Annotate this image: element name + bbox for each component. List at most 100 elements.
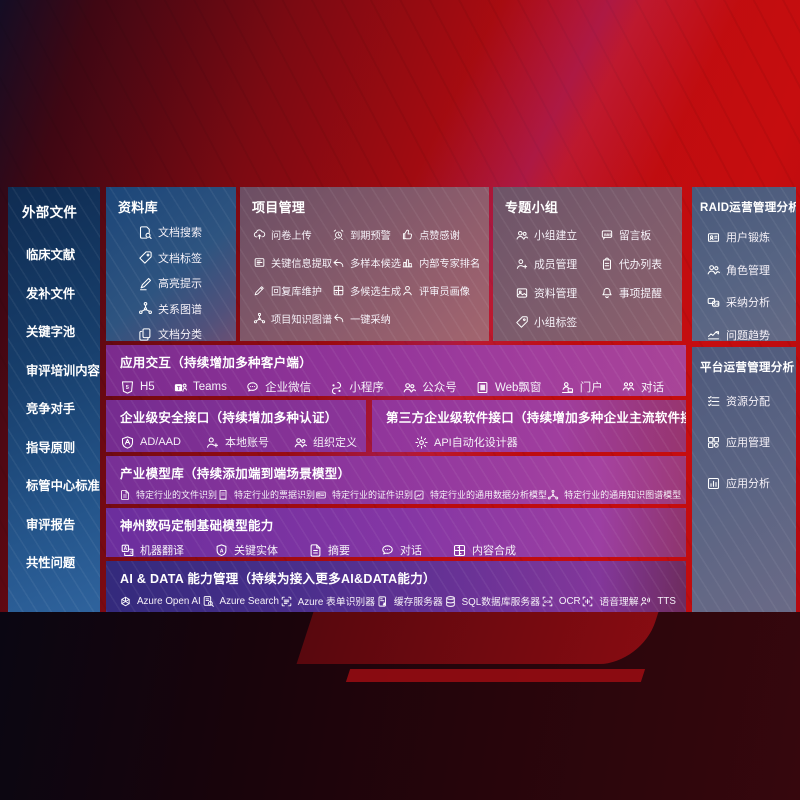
feature-item-label: 关系图谱 — [158, 303, 202, 316]
feature-item: 一键采纳 — [332, 311, 401, 326]
feature-item: 到期预警 — [332, 227, 401, 242]
feature-item-label: Azure 表单识别器 — [297, 597, 376, 608]
project-management-list: 问卷上传 到期预警 点赞感谢关键信息提取 多样本候选 内部专家排名回复库维护 多候选生成 评… — [240, 218, 489, 326]
feature-item-label: 多样本候选 — [350, 259, 402, 270]
feature-item-label: 代办列表 — [618, 259, 662, 271]
feature-item-label: OCR — [558, 595, 581, 607]
clipboard-icon — [600, 257, 614, 271]
feature-item: 资料管理 — [515, 285, 577, 301]
people-icon — [402, 380, 417, 395]
h5-icon: 5 — [120, 380, 135, 395]
sidebar-item-label: 关键字池 — [26, 325, 76, 339]
feature-item-label: 采纳分析 — [726, 297, 770, 309]
feature-item: 竞争对手 — [26, 399, 100, 417]
shield-ad-icon — [120, 435, 135, 450]
feature-item: 审评培训内容 — [26, 361, 100, 379]
feature-item: 问卷上传 — [253, 227, 332, 242]
feature-item: 问题趋势 — [706, 327, 796, 341]
feature-item: 特定行业的通用数据分析模型 — [413, 488, 547, 501]
feature-item: 多样本候选 — [332, 255, 401, 270]
bell-icon — [600, 286, 614, 300]
feature-item-label: 组织定义 — [312, 437, 357, 449]
feature-item: 资源分配 — [706, 393, 796, 409]
tag-icon — [138, 250, 153, 265]
feature-item: 文档标签 — [138, 250, 236, 266]
feature-item: 摘要 — [308, 542, 350, 557]
feature-item-label: 留言板 — [618, 230, 652, 242]
feature-item: 指导原则 — [26, 438, 100, 456]
feature-item: 文档分类 — [138, 326, 236, 341]
feature-item-label: 资源分配 — [726, 396, 770, 408]
feature-item: T Teams — [173, 380, 227, 395]
platform-analysis-title: 平台运营管理分析 — [700, 362, 795, 374]
industry-models-title: 产业模型库（持续添加端到端场景模型） — [120, 467, 351, 481]
data-chart-icon — [413, 489, 425, 501]
feature-item: 点赞感谢 — [401, 227, 480, 242]
feature-item-label: Teams — [192, 381, 227, 393]
chat-bubble-icon — [245, 380, 260, 395]
feature-item: 用户锻炼 — [706, 229, 796, 245]
feature-item-label: 对话 — [641, 382, 664, 394]
doc-lines-icon — [308, 543, 323, 558]
feature-item-label: 应用管理 — [726, 437, 770, 449]
feature-item: 审评报告 — [26, 515, 100, 533]
portal-person-icon — [560, 380, 575, 395]
feature-item-label: 到期预警 — [350, 231, 391, 242]
feature-item-label: 一键采纳 — [350, 315, 391, 326]
svg-text:A: A — [220, 548, 224, 554]
topic-groups-panel: 专题小组 小组建立 BBS 留言板 成员管理 代办列表 资料管理 事项提醒 小组标签 — [493, 187, 682, 341]
feature-item-label: 语音理解 — [599, 597, 639, 608]
feature-item: BBS 留言板 — [600, 227, 662, 243]
feature-item-label: 特定行业的证件识别 — [332, 490, 414, 500]
feature-item: 多候选生成 — [332, 283, 401, 298]
person-icon — [401, 284, 414, 297]
pen-icon — [253, 284, 266, 297]
industry-models-row: 产业模型库（持续添加端到端场景模型） 特定行业的文件识别 特定行业的票据识别 特定行… — [106, 456, 686, 504]
feature-item: 特定行业的证件识别 — [315, 488, 413, 501]
feature-item: 企业微信 — [245, 379, 311, 395]
feature-item-label: H5 — [140, 381, 155, 393]
chart-app-icon — [706, 476, 721, 491]
feature-item: 对话 — [380, 542, 422, 557]
feature-item-label: 应用分析 — [726, 478, 770, 490]
checklist-icon — [706, 394, 721, 409]
feature-item-label: 公众号 — [422, 382, 457, 394]
feature-item: API自动化设计器 — [414, 434, 518, 450]
sidebar-item-label: 发补文件 — [26, 286, 76, 301]
feature-item-label: 角色管理 — [726, 264, 770, 277]
feature-item: 临床文献 — [26, 245, 100, 263]
app-interaction-title: 应用交互（持续增加多种客户端） — [120, 356, 313, 370]
feature-item-label: 用户锻炼 — [726, 232, 770, 244]
feature-item: Azure 表单识别器 — [280, 594, 375, 608]
gear-api-icon — [414, 435, 429, 450]
feature-item: 内容合成 — [452, 542, 516, 557]
feature-item: 小程序 — [329, 379, 384, 395]
feature-item: 评审员画像 — [401, 283, 480, 298]
feature-item-label: 特定行业的票据识别 — [234, 490, 316, 500]
thumbs-up-icon — [401, 228, 414, 241]
rank-icon — [401, 256, 414, 269]
feature-item: 关键字池 — [26, 322, 100, 340]
id-card-icon — [315, 489, 327, 501]
repository-title: 资料库 — [118, 200, 158, 215]
external-files-list: 临床文献 发补文件 关键字池 审评培训内容 竞争对手 指导原则 标管中心标准 审评报告 共性问题 — [8, 225, 100, 571]
feature-item-label: 回复库维护 — [271, 287, 322, 298]
svg-text:T: T — [177, 385, 181, 391]
feature-item-label: 文档标签 — [158, 252, 202, 265]
ai-data-capability-list: Azure Open AI Azure Search Azure 表单识别器 缓存服务… — [106, 587, 686, 608]
cloud-upload-icon — [253, 228, 266, 241]
feature-item: 内部专家排名 — [401, 255, 480, 270]
feature-item-label: 缓存服务器 — [393, 597, 443, 608]
feature-item: 高亮提示 — [138, 275, 236, 291]
feature-item-label: 摘要 — [328, 545, 350, 557]
feature-item-label: 关键信息提取 — [271, 259, 333, 270]
puzzle-icon — [332, 284, 345, 297]
feature-item-label: Azure Search — [219, 595, 279, 607]
arrow-adopt-icon — [332, 312, 345, 325]
feature-item-label: 问卷上传 — [271, 231, 312, 242]
feature-item-label: 小组建立 — [534, 230, 578, 242]
people-icon — [706, 262, 721, 277]
raid-analysis-title: RAID运营管理分析 — [700, 202, 796, 214]
svg-text:A: A — [124, 546, 128, 552]
